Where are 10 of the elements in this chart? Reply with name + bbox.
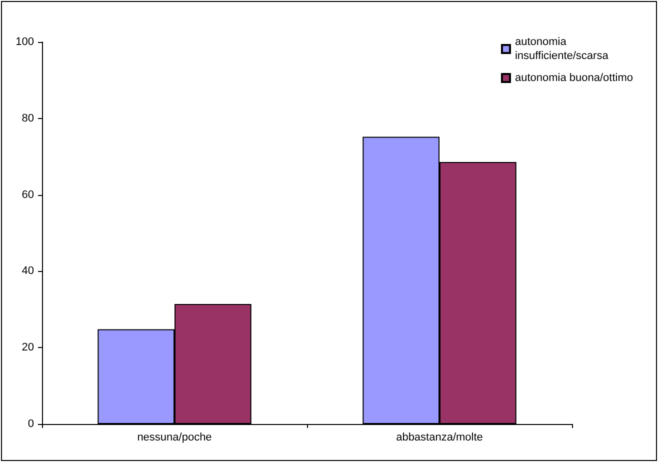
y-tick-label: 40	[22, 265, 34, 278]
legend-label: autonomia buona/ottimo	[514, 72, 634, 84]
x-tick-label: abbastanza/molte	[396, 432, 483, 444]
y-tick-label: 0	[28, 418, 34, 430]
x-tick-label: nessuna/poche	[137, 432, 212, 444]
legend-label: autonomia insufficiente/scarsa	[514, 36, 610, 62]
y-tick-label: 60	[22, 188, 34, 201]
y-tick-label: 100	[16, 36, 34, 48]
y-tick-label: 20	[22, 342, 34, 354]
y-tick-label: 80	[22, 112, 34, 124]
